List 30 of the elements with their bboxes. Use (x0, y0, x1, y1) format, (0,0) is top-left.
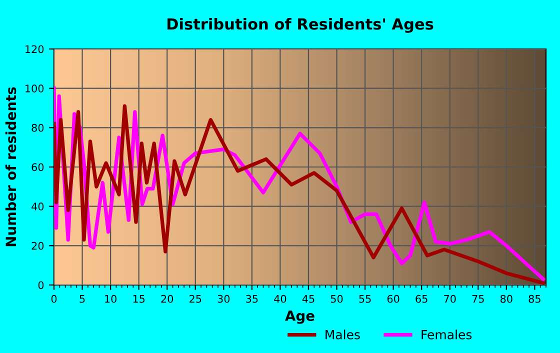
x-tick-label: 35 (246, 294, 258, 303)
y-tick-label: 120 (26, 45, 44, 54)
x-tick-label: 0 (51, 294, 57, 303)
x-tick-label: 85 (528, 294, 540, 303)
legend-label: Males (326, 330, 360, 340)
x-tick-label: 65 (416, 294, 428, 303)
x-tick-label: 70 (444, 294, 456, 303)
y-tick-label: 60 (32, 163, 44, 172)
x-tick-label: 45 (302, 295, 314, 303)
x-tick-label: 40 (274, 294, 286, 303)
y-tick-label: 100 (26, 84, 44, 92)
y-tick-label: 0 (38, 281, 44, 290)
y-tick-label: 40 (32, 202, 44, 210)
x-tick-label: 30 (218, 294, 230, 303)
legend-label: Females (422, 330, 472, 340)
x-tick-label: 55 (359, 295, 371, 303)
chart-title: Distribution of Residents' Ages (167, 18, 434, 33)
x-tick-label: 20 (161, 294, 174, 303)
x-tick-label: 10 (105, 294, 116, 303)
x-tick-label: 15 (133, 295, 145, 303)
x-tick-label: 5 (80, 295, 85, 303)
y-tick-label: 20 (32, 242, 44, 250)
y-tick-label: 80 (32, 124, 44, 132)
x-axis-title: Age (285, 310, 314, 324)
x-tick-label: 60 (387, 294, 400, 303)
x-tick-label: 50 (330, 294, 343, 303)
x-tick-label: 25 (190, 294, 202, 303)
x-tick-label: 80 (500, 294, 512, 303)
y-axis-title: Number of residents (5, 87, 16, 246)
x-tick-label: 75 (472, 295, 484, 303)
